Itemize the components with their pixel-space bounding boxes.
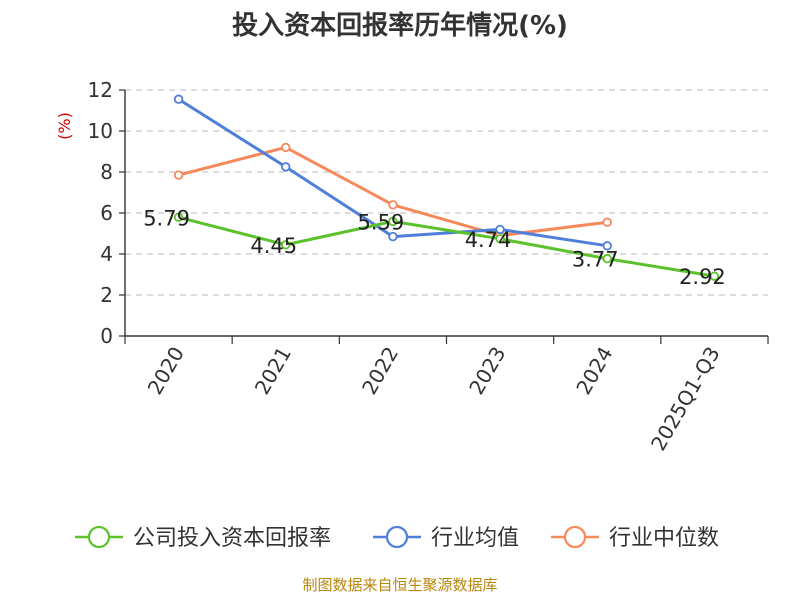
series-1-point-2021 — [281, 162, 291, 172]
series-2-point-2020 — [173, 170, 184, 180]
gridlines — [125, 89, 768, 296]
y-tick-label-4: 4 — [100, 242, 113, 266]
series-0-point-2023 — [495, 234, 505, 244]
legend-label-2: 行业中位数 — [609, 526, 719, 551]
series-1-point-2024 — [602, 241, 612, 251]
data-label-2022: 5.59 — [358, 210, 405, 234]
x-tick-label-2020: 2020 — [143, 343, 189, 399]
legend-item-0[interactable]: 公司投入资本回报率 — [75, 525, 331, 551]
series-2-point-2021 — [281, 142, 291, 153]
series-2-point-2024 — [602, 217, 612, 227]
y-tick-label-10: 10 — [88, 119, 113, 143]
y-tick-label-6: 6 — [100, 201, 113, 225]
data-label-2023: 4.74 — [465, 228, 512, 252]
data-label-2020: 5.79 — [143, 206, 190, 230]
x-tick-label-2023: 2023 — [464, 343, 510, 399]
y-tick-label-12: 12 — [88, 78, 113, 102]
y-tick-label-8: 8 — [100, 160, 113, 184]
source-note: 制图数据来自恒生聚源数据库 — [302, 576, 497, 594]
x-tick-label-2021: 2021 — [250, 343, 296, 399]
legend-item-1[interactable]: 行业均值 — [373, 525, 519, 551]
series-1-point-2023 — [495, 224, 505, 235]
series-line-0 — [178, 215, 715, 278]
series-1-point-2022 — [388, 231, 398, 242]
legend-item-2[interactable]: 行业中位数 — [551, 525, 719, 551]
series-lines — [173, 94, 720, 281]
legend-label-0: 公司投入资本回报率 — [133, 526, 331, 551]
data-label-2025Q1-Q3: 2.92 — [679, 265, 726, 289]
data-label-2024: 3.77 — [572, 248, 619, 272]
series-0-point-2020 — [173, 212, 184, 223]
x-tick-label-2022: 2022 — [357, 343, 403, 399]
legend[interactable]: 公司投入资本回报率 行业均值 行业中位数 — [75, 525, 719, 551]
series-0-point-2024 — [602, 254, 612, 264]
y-tick-label-0: 0 — [100, 324, 113, 348]
chart-title: 投入资本回报率历年情况(%) — [232, 10, 568, 41]
series-0-point-2025Q1-Q3 — [709, 271, 720, 281]
series-0-point-2021 — [281, 240, 291, 250]
x-tick-label-2024: 2024 — [571, 343, 617, 399]
series-0-point-2022 — [388, 216, 398, 227]
x-tick-label-2025Q1-Q3: 2025Q1-Q3 — [646, 343, 725, 455]
legend-marker-0 — [87, 525, 111, 549]
data-labels: 5.79 4.45 5.59 4.74 3.77 2.92 — [143, 206, 726, 289]
series-1-point-2020 — [173, 94, 184, 104]
series-2-point-2022 — [388, 200, 398, 210]
legend-marker-2 — [563, 525, 587, 549]
legend-marker-1 — [385, 525, 409, 549]
y-tick-label-2: 2 — [100, 283, 113, 307]
x-axis-ticks: 2020 2021 2022 2023 2024 2025Q1-Q3 — [124, 336, 769, 455]
y-axis-ticks: 0 2 4 6 8 10 12 — [88, 78, 125, 348]
legend-label-1: 行业均值 — [431, 526, 519, 551]
y-axis-unit: (%) — [55, 112, 74, 140]
data-label-2021: 4.45 — [250, 234, 297, 258]
